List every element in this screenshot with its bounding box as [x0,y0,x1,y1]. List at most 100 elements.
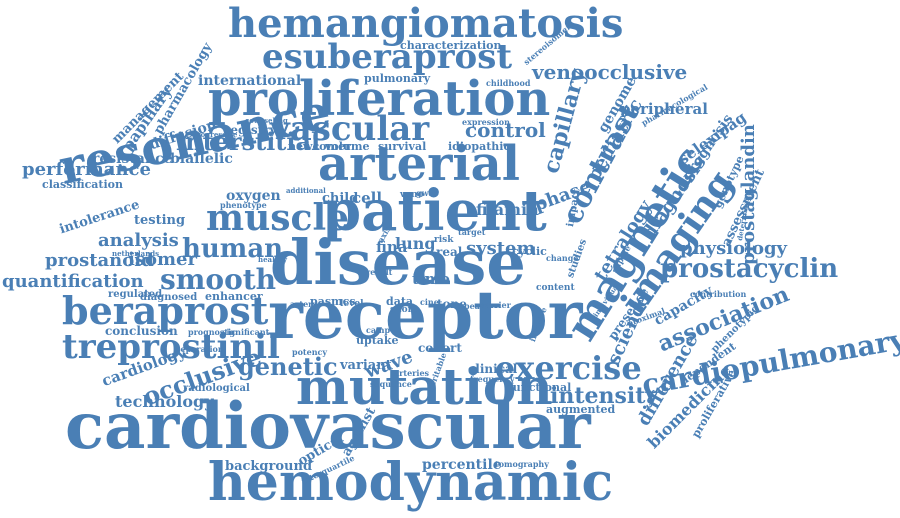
word-beraprost: beraprost [62,288,269,333]
word-additional: additional [286,186,326,195]
word-cohort: cohort [418,341,462,355]
word-change: change [546,253,579,263]
word-veno: veno [400,190,424,200]
word-mutation: mutation [296,357,553,416]
word-quantification: quantification [2,271,144,292]
word-camp: camp [366,325,391,335]
word-disease: disease [270,226,526,299]
word-regulated: regulated [108,289,163,300]
word-artery: artery [290,299,318,309]
word-target: target [458,227,486,237]
word-resistance: resistance [92,151,173,167]
word-real: real [436,245,463,259]
word-counseling: counseling [245,116,288,125]
word-treprostinil: treprostinil [62,327,280,367]
word-proliferation: proliferation [208,71,551,127]
word-cell: cell [352,189,383,207]
word-child: child [322,191,359,206]
word-lung: lung [395,234,436,253]
word-isomer: isomer [128,249,197,270]
word-prognostic: prognostic [188,327,236,337]
word-biallelic: biallelic [170,151,233,167]
word-muscle: muscle [206,197,350,239]
word-characterization: characterization [400,39,502,52]
word-receptor: receptor [268,276,583,354]
word-venoocclusive: venoocclusive [532,60,688,84]
word-peak: peak [464,301,486,311]
word-uptake: uptake [356,334,399,347]
word-international: international [198,73,302,89]
word-phenotype: phenotype [220,200,267,210]
word-classification: classification [42,178,123,191]
word-human: human [182,234,284,264]
word-pasmcs: pasmcs [310,295,356,308]
word-result: result [366,267,393,277]
word-conclusion: conclusion [105,324,178,338]
word-content: content [536,283,575,293]
word-analysis: analysis [98,230,179,251]
word-arterial: arterial [318,136,520,192]
word-smooth: smooth [160,263,277,296]
word-functional: functional [508,381,572,394]
word-enhancer: enhancer [205,290,263,303]
word-testing: testing [134,213,186,228]
word-potency: potency [292,347,328,357]
word-technology: technology [115,392,214,411]
word-physiology: physiology [680,238,787,259]
word-data: data [386,295,414,308]
word-clinical: clinical [468,362,518,376]
word-pulmonary: pulmonary [364,72,431,85]
word-expression: expression [462,117,510,127]
word-exercise: exercise [495,349,642,387]
word-gwas: gwas [416,188,439,198]
word-cardiovascular: cardiovascular [65,389,591,464]
word-diagnosed: diagnosed [140,292,198,303]
word-variant: variant [340,358,392,373]
word-contribution: contribution [690,289,747,299]
word-patient: patient [322,178,547,244]
word-progressive: progressive [192,130,238,139]
word-fina: fina [376,238,408,256]
word-hemodynamic: hemodynamic [208,452,614,513]
word-newcomer: newcomer [288,140,351,153]
word-hemangiomatosis: hemangiomatosis [228,0,624,47]
word-level: level [340,299,364,309]
word-volume: volume [325,140,370,153]
word-filamin: filamin [476,200,539,219]
word-performance: performance [22,159,151,180]
word-intensity: intensity [550,383,659,409]
word-significant: significant [222,327,270,337]
word-cyclic: cyclic [512,245,547,258]
word-idiopathic: idiopathic [448,140,511,153]
word-percentile: percentile [422,457,502,473]
word-netherlands: netherlands [112,249,160,258]
word-oxygen: oxygen [226,188,281,204]
word-augmented: augmented [546,403,616,416]
word-prostanoid: prostanoid [45,250,154,271]
word-tomography: tomography [495,459,549,469]
word-vascular: vascular [270,109,430,149]
word-background: background [225,459,313,474]
word-arteries: arteries [394,368,430,378]
word-risk: risk [434,235,454,245]
word-childhood: childhood [486,78,531,88]
word-control: control [465,118,546,142]
word-sequence: sequence [370,379,412,389]
word-system: system [466,238,536,259]
word-frequency: frequency [470,374,515,384]
word-genetic: genetic [238,352,338,381]
word-peripheral: peripheral [620,100,708,118]
word-tone: tone [437,297,467,311]
word-separation: separation [176,344,224,354]
word-registry: registry [224,123,277,137]
word-carrier: carrier [480,300,511,310]
word-short: short [390,305,417,315]
word-cine: cine [420,297,439,307]
word-prostacyclin: prostacyclin [660,254,839,284]
word-survival: survival [378,140,427,153]
word-healthy: healthy [258,255,288,264]
word-time: time [412,270,451,288]
word-esuberaprost: esuberaprost [262,37,513,77]
word-interstitial: interstitial [176,127,321,156]
